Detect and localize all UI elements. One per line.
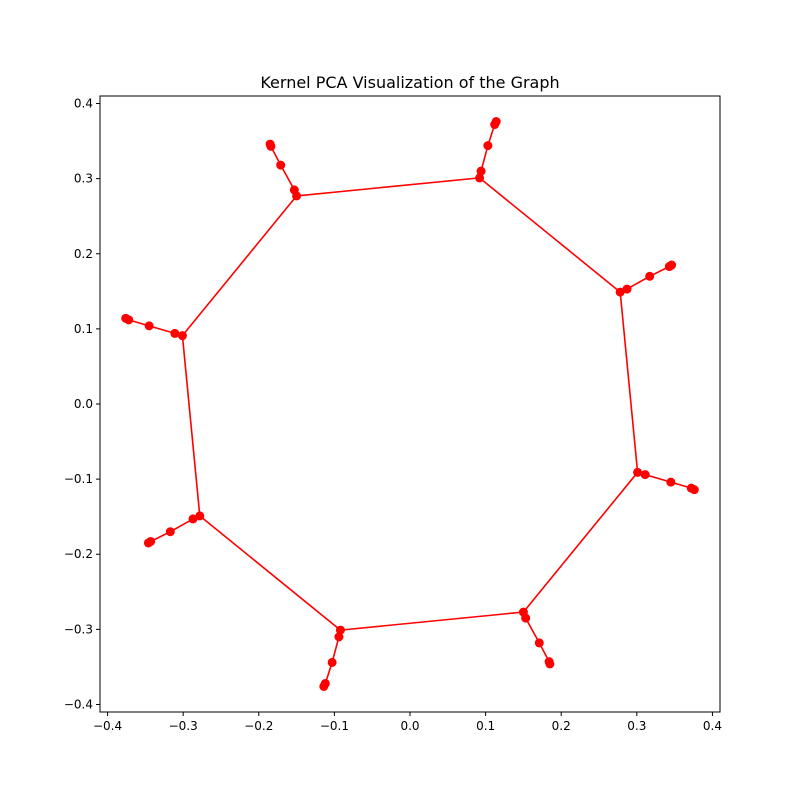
y-tick-label: −0.3 [64, 622, 93, 636]
graph-node [170, 328, 180, 338]
graph-node [483, 141, 493, 151]
graph-node [265, 139, 275, 149]
y-tick-label: 0.0 [74, 397, 93, 411]
graph-node [545, 659, 555, 669]
graph-edge [296, 177, 480, 197]
graph-edge [522, 471, 639, 613]
graph-edge [181, 335, 201, 517]
graph-node [534, 638, 544, 648]
plot-area-frame [99, 95, 721, 713]
x-tick-label: 0.4 [703, 719, 722, 733]
graph-edge [181, 195, 298, 337]
x-tick-label: 0.2 [552, 719, 571, 733]
graph-node [144, 321, 154, 331]
graph-edge [479, 177, 621, 293]
graph-edges [125, 121, 695, 687]
y-tick-label: −0.2 [64, 547, 93, 561]
graph-edge [280, 164, 296, 191]
graph-node [335, 625, 345, 635]
graph-node [615, 287, 625, 297]
graph-node [276, 160, 286, 170]
x-tick-label: −0.1 [320, 719, 349, 733]
graph-node [491, 117, 501, 127]
x-tick-label: 0.3 [627, 719, 646, 733]
y-tick-label: 0.3 [74, 172, 93, 186]
graph-node [195, 511, 205, 521]
graph-node [319, 681, 329, 691]
graph-edge [524, 617, 540, 644]
graph-node [143, 538, 153, 548]
graph-node [165, 527, 175, 537]
graph-node [289, 185, 299, 195]
y-tick-label: −0.1 [64, 472, 93, 486]
graph-node [622, 284, 632, 294]
chart-title: Kernel PCA Visualization of the Graph [260, 73, 559, 92]
graph-node [334, 632, 344, 642]
graph-nodes [121, 117, 699, 691]
y-tick-label: −0.4 [64, 697, 93, 711]
graph-node [327, 657, 337, 667]
graph-edge [340, 611, 524, 631]
graph-node [177, 331, 187, 341]
graph-node [667, 260, 677, 270]
y-tick-label: 0.2 [74, 247, 93, 261]
y-axis-ticks: −0.4 −0.3 −0.2 −0.1 0.0 0.1 0.2 0.3 0.4 [64, 97, 100, 711]
graph-node [475, 173, 485, 183]
graph-node [476, 166, 486, 176]
x-tick-label: 0.0 [400, 719, 419, 733]
graph-node [640, 470, 650, 480]
x-tick-label: −0.4 [93, 719, 122, 733]
y-tick-label: 0.4 [74, 97, 93, 111]
graph-node [188, 514, 198, 524]
y-tick-label: 0.1 [74, 322, 93, 336]
graph-node [121, 313, 131, 323]
graph-node [633, 467, 643, 477]
graph-edge [199, 515, 341, 631]
graph-node [521, 613, 531, 623]
x-axis-ticks: −0.4 −0.3 −0.2 −0.1 0.0 0.1 0.2 0.3 0.4 [93, 712, 722, 733]
x-tick-label: −0.3 [169, 719, 198, 733]
graph-edge [619, 291, 639, 473]
graph-node [645, 271, 655, 281]
graph-node [689, 485, 699, 495]
x-tick-label: −0.2 [244, 719, 273, 733]
x-tick-label: 0.1 [476, 719, 495, 733]
graph-node [666, 477, 676, 487]
